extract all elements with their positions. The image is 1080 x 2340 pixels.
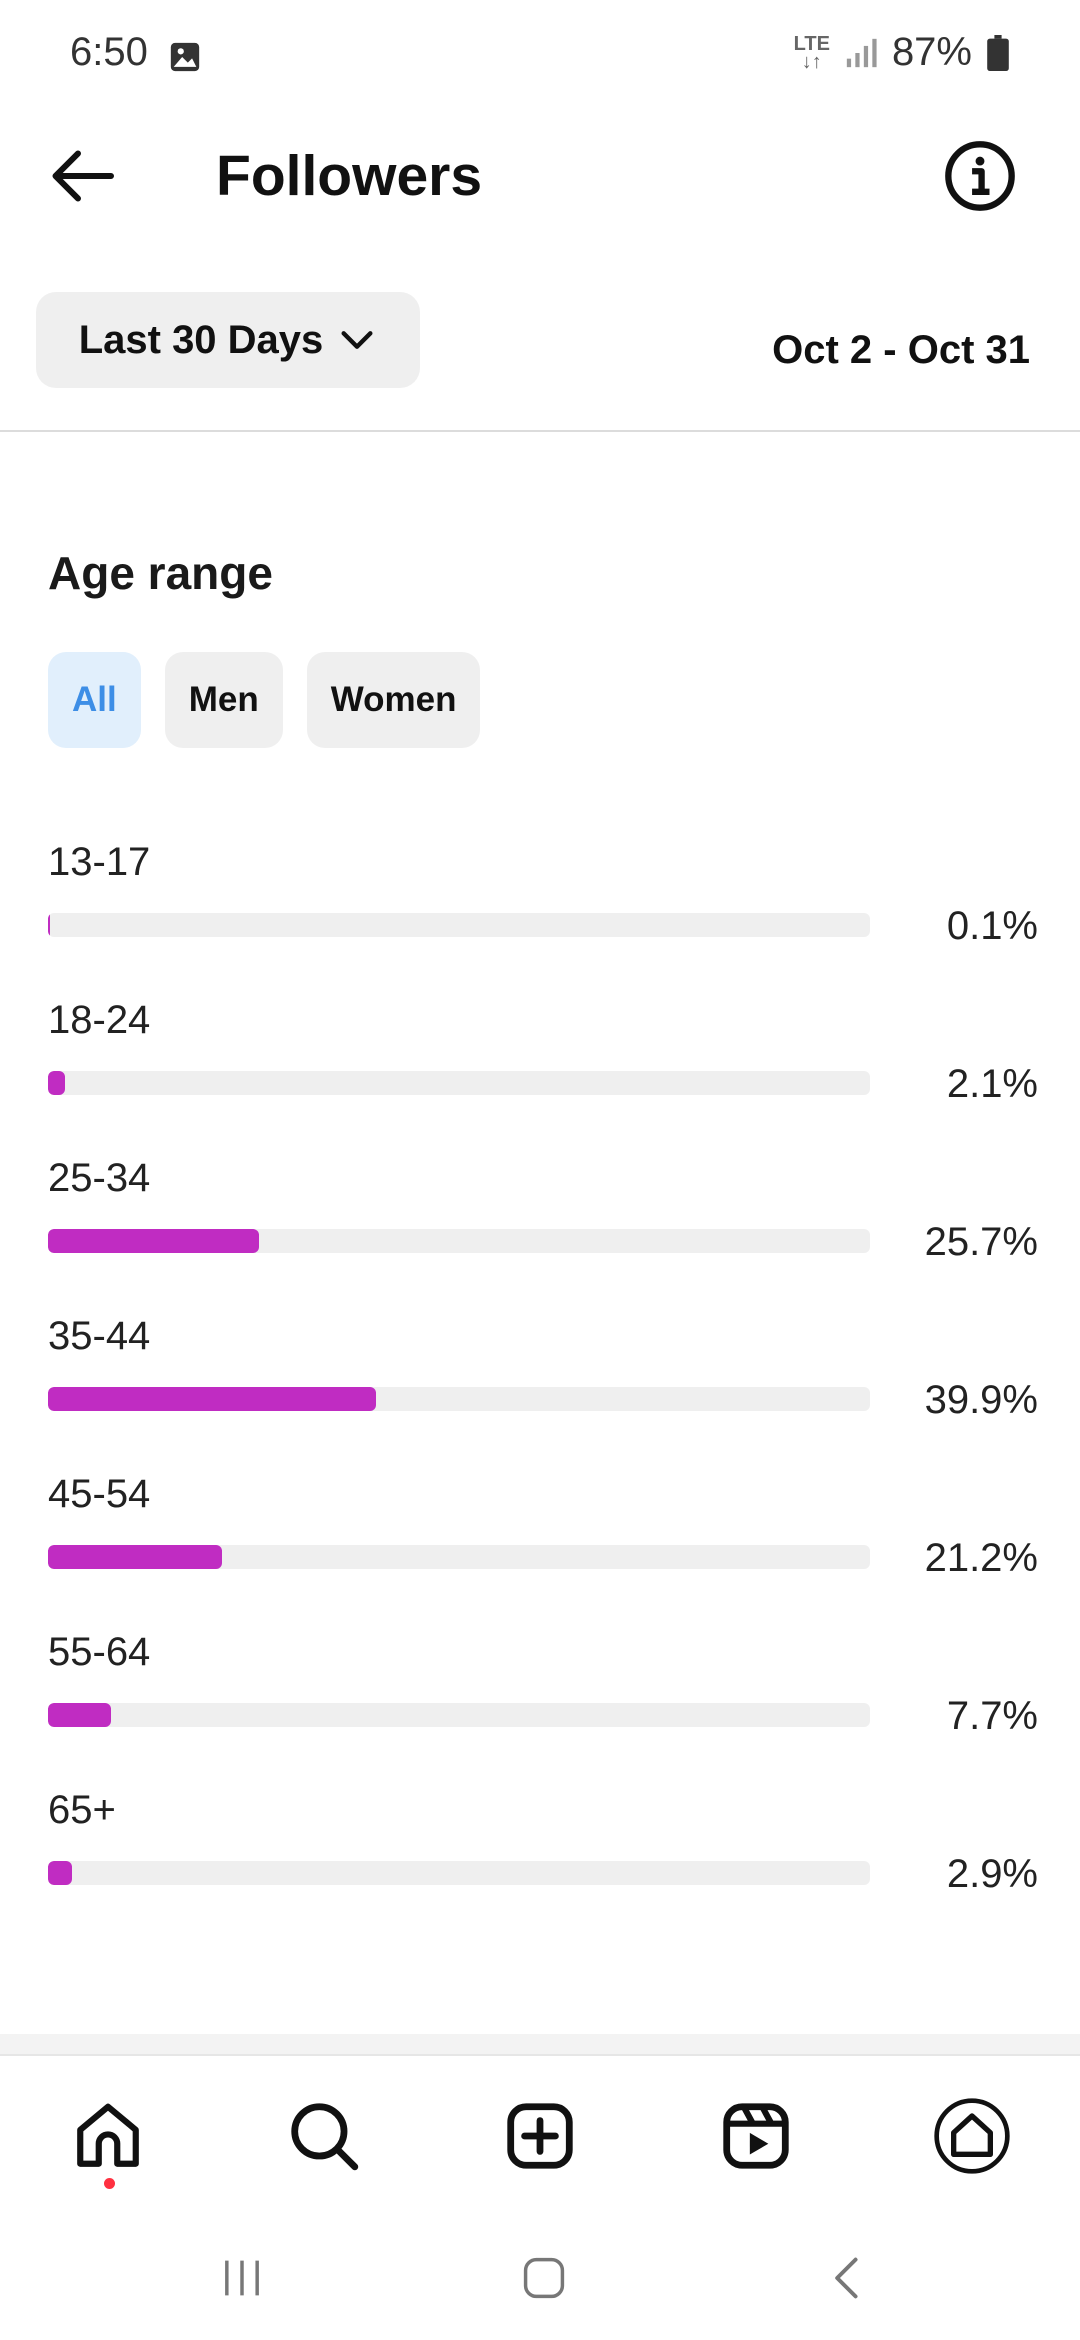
date-range-label: Last 30 Days [78,317,324,362]
bottom-nav [0,2058,1080,2218]
age-bar-track [48,1703,870,1727]
back-icon [835,2257,858,2299]
age-bar-fill [48,913,50,937]
age-bar-track [48,913,870,937]
nav-dashboard[interactable] [932,2096,1012,2176]
battery-icon [987,34,1009,71]
gender-filter-chips: All Men Women [48,652,481,748]
age-bar-label: 65+ [48,1788,116,1832]
chip-all[interactable]: All [48,652,141,748]
signal-icon [846,38,877,67]
home-button-icon [523,2257,565,2299]
info-icon[interactable] [942,138,1018,214]
create-icon [507,2103,573,2169]
age-bar-track [48,1387,870,1411]
nav-search[interactable] [284,2096,364,2176]
arrow-left-icon [52,150,114,202]
age-bar-fill [48,1229,259,1253]
age-bar-track [48,1229,870,1253]
reels-icon [723,2103,789,2169]
status-right: LTE ↓↑ 87% [794,30,1010,75]
age-bar-label: 13-17 [48,840,151,884]
status-time: 6:50 [70,30,148,74]
date-range-text: Oct 2 - Oct 31 [772,328,1030,372]
age-bar-row: 55-64 7.7% [48,1630,1038,1770]
chevron-down-icon [341,331,373,349]
recents-icon [225,2260,259,2296]
nav-separator [0,2034,1080,2056]
section-title: Age range [48,547,273,599]
age-bar-value: 25.7% [924,1220,1038,1264]
age-bar-fill [48,1071,65,1095]
age-bar-value: 2.1% [946,1062,1038,1106]
age-bar-fill [48,1545,222,1569]
age-bar-row: 18-24 2.1% [48,998,1038,1138]
recents-button[interactable] [212,2248,272,2308]
status-bar: 6:50 LTE ↓↑ 87% [0,0,1080,116]
age-bar-track [48,1861,870,1885]
app-header: Followers [0,116,1080,236]
notification-dot [104,2178,115,2189]
age-bar-label: 55-64 [48,1630,151,1674]
age-bar-fill [48,1861,72,1885]
age-bar-fill [48,1387,376,1411]
chip-women[interactable]: Women [306,652,481,748]
age-bar-row: 45-54 21.2% [48,1472,1038,1612]
age-bar-fill [48,1703,111,1727]
age-bar-row: 35-44 39.9% [48,1314,1038,1454]
age-bar-row: 13-17 0.1% [48,840,1038,980]
page-title: Followers [216,144,483,208]
nav-create[interactable] [500,2096,580,2176]
header-divider [0,430,1080,432]
age-bar-value: 7.7% [946,1694,1038,1738]
age-bar-track [48,1071,870,1095]
age-bar-label: 45-54 [48,1472,151,1516]
age-bar-label: 35-44 [48,1314,151,1358]
age-bar-value: 21.2% [924,1536,1038,1580]
gallery-notification-icon [170,42,200,72]
search-icon [291,2103,359,2171]
system-nav [0,2218,1080,2340]
chip-men[interactable]: Men [164,652,283,748]
age-bar-value: 0.1% [946,904,1038,948]
age-bar-label: 18-24 [48,998,151,1042]
nav-reels[interactable] [716,2096,796,2176]
nav-home[interactable] [68,2096,148,2189]
age-bar-value: 2.9% [946,1852,1038,1896]
back-system-button[interactable] [818,2248,878,2308]
dashboard-icon [934,2098,1010,2174]
home-system-button[interactable] [514,2248,574,2308]
network-type: LTE ↓↑ [793,32,830,73]
age-bar-row: 65+ 2.9% [48,1788,1038,1928]
back-button[interactable] [46,138,122,214]
age-bar-row: 25-34 25.7% [48,1156,1038,1296]
battery-percent: 87% [891,30,972,74]
age-bar-track [48,1545,870,1569]
age-bar-value: 39.9% [924,1378,1038,1422]
date-range-dropdown[interactable]: Last 30 Days [36,292,420,388]
age-bar-label: 25-34 [48,1156,151,1200]
home-icon [77,2103,139,2167]
